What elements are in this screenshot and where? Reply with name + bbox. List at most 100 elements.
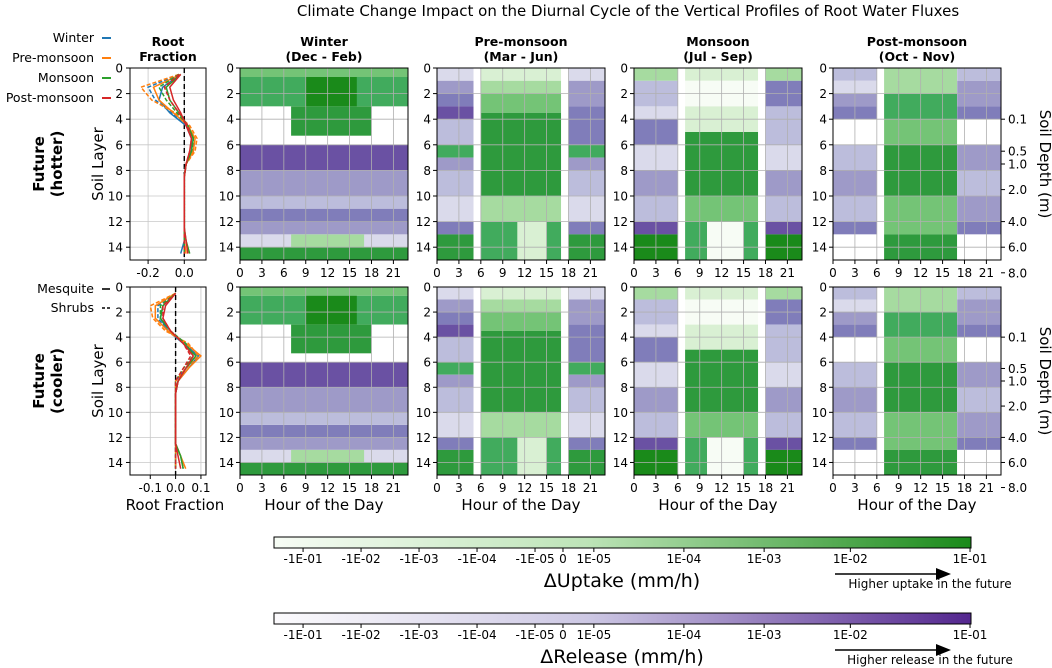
heatmap-cell: [437, 68, 474, 81]
row-label-line2: (cooler): [48, 348, 66, 414]
heatmap-cell: [240, 287, 408, 296]
colorbar-1: -1E-01 -1E-02 -1E-03 -1E-04 -1E-05 0 1E-05 1E-0…: [273, 612, 1013, 668]
heatmap-cell: [765, 324, 802, 363]
heatmap-frame: [633, 286, 803, 476]
root-ylabel-group: Soil Layer: [89, 343, 107, 417]
heatmap-cell: [765, 362, 802, 388]
colorbar-tick-label: -1E-03: [399, 552, 438, 566]
colorbar-annotation: Higher release in the future: [847, 653, 1013, 667]
heatmap-cell: [240, 221, 408, 235]
heatmap-ytick-label: 0: [423, 62, 431, 76]
colorbar-tick-label: 1E-03: [747, 552, 782, 566]
heatmap-ytick-label: 10: [219, 190, 234, 204]
heatmap-cell: [876, 68, 885, 260]
heatmap-cell: [437, 196, 474, 222]
depth-tick-label: 4.0: [1008, 431, 1027, 445]
heatmap-xtick-label: 0: [236, 266, 244, 280]
heatmap-xtick-label: 18: [561, 481, 576, 495]
root-series-pre-monsoon-shrubs: [139, 73, 198, 254]
heatmap-frame: [436, 67, 606, 261]
heatmap-cell: [480, 330, 562, 413]
colorbar-tick-label: 1E-01: [953, 628, 988, 642]
heatmap-cell: [758, 68, 766, 260]
heatmap-cell: [765, 412, 802, 438]
heatmap-xtick-label: 3: [455, 266, 463, 280]
heatmap-ytick-label: 12: [219, 431, 234, 445]
heatmap-cell: [437, 106, 474, 120]
heatmap-cell: [876, 287, 885, 475]
heatmap-cell: [437, 287, 474, 300]
heatmap-cell: [568, 324, 605, 363]
heatmap-cell: [758, 287, 766, 475]
heatmap-ytick-label: 14: [812, 241, 827, 255]
heatmap-xtick-label: 3: [652, 481, 660, 495]
colorbar-tick-label: 1E-03: [747, 628, 782, 642]
heatmap-ytick-label: 0: [620, 62, 628, 76]
colorbar-tick-label: -1E-04: [457, 628, 496, 642]
root-ytick-label: 0: [115, 62, 123, 76]
heatmap-xtick-label: 6: [477, 481, 485, 495]
root-panel-frame: [129, 67, 207, 261]
depth-tick-label: 1.0: [1008, 375, 1027, 389]
heatmap-ytick-label: 8: [423, 164, 431, 178]
heatmap-xtick-label: 15: [736, 481, 751, 495]
panel-subtitle-pre-monsoon: (Mar - Jun): [484, 49, 559, 64]
root-xtick-label: 0.0: [175, 266, 194, 280]
heatmap-xtick-label: 9: [302, 266, 310, 280]
heatmap-xtick-label: 0: [829, 481, 837, 495]
heatmap-ytick-label: 2: [620, 306, 628, 320]
heatmap-cell: [240, 170, 408, 196]
depth-tick-label: 0.5: [1008, 362, 1027, 376]
heatmap-ytick-label: 4: [226, 113, 234, 127]
heatmap-xtick-label: 3: [258, 266, 266, 280]
heatmap-cell: [240, 247, 408, 260]
heatmap-cell: [765, 437, 802, 450]
heatmap-ytick-label: 8: [226, 381, 234, 395]
root-ytick-label: 10: [108, 406, 123, 420]
legend-label-post-monsoon: Post-monsoon: [6, 90, 94, 105]
heatmap-cell: [480, 112, 562, 196]
root-xtick-label: -0.1: [139, 481, 162, 495]
heatmap-cell: [561, 287, 569, 475]
heatmap-cell: [765, 196, 802, 222]
heatmap-xtick-label: 18: [561, 266, 576, 280]
root-ylabel: Soil Layer: [89, 126, 107, 200]
heatmap-cell: [437, 312, 474, 325]
colorbar-tick-label: 1E-05: [576, 628, 611, 642]
heatmap-ytick-label: 6: [226, 356, 234, 370]
heatmap-cell: [437, 362, 474, 375]
heatmap-xtick-label: 9: [499, 481, 507, 495]
row-labels: Future (hotter)Future (cooler): [30, 131, 66, 414]
colorbars: -1E-01 -1E-02 -1E-03 -1E-04 -1E-05 0 1E-05 1E-0…: [273, 536, 1013, 668]
heatmap-cell: [305, 77, 357, 107]
heatmap-cell: [957, 287, 1001, 300]
season-legend: Winter Pre-monsoon Monsoon Post-monsoon: [6, 30, 111, 105]
root-series-winter-mesquite: [159, 292, 200, 469]
panel-title-pre-monsoon: Pre-monsoon: [474, 34, 567, 49]
heatmap-cell: [480, 196, 562, 222]
heatmap-cell: [480, 80, 562, 94]
heatmap-cell: [480, 287, 562, 300]
colorbar-tick-label: 1E-04: [666, 628, 701, 642]
colorbar-tick-label: 1E-04: [666, 552, 701, 566]
heatmap-cell: [568, 387, 605, 413]
heatmap-cell: [957, 362, 1001, 388]
heatmap-ytick-label: 6: [423, 138, 431, 152]
heatmap-cell: [765, 68, 802, 81]
colorbar-label: ΔRelease (mm/h): [540, 646, 704, 668]
root-panel-0: 0 2 4 6 8 10 12 14 -0.2 0.0 Soil Layer: [89, 62, 207, 280]
root-ytick-label: 8: [115, 381, 123, 395]
heatmap-cell: [437, 80, 474, 94]
heatmap-ytick-label: 14: [613, 241, 628, 255]
heatmap-cell: [568, 412, 605, 438]
heatmap-ytick-label: 8: [620, 381, 628, 395]
colorbar-0: -1E-01 -1E-02 -1E-03 -1E-04 -1E-05 0 1E-05 1E-0…: [273, 536, 1012, 592]
heatmap-ytick-label: 8: [620, 164, 628, 178]
heatmap-ytick-label: 2: [819, 87, 827, 101]
root-ytick-label: 0: [115, 281, 123, 295]
